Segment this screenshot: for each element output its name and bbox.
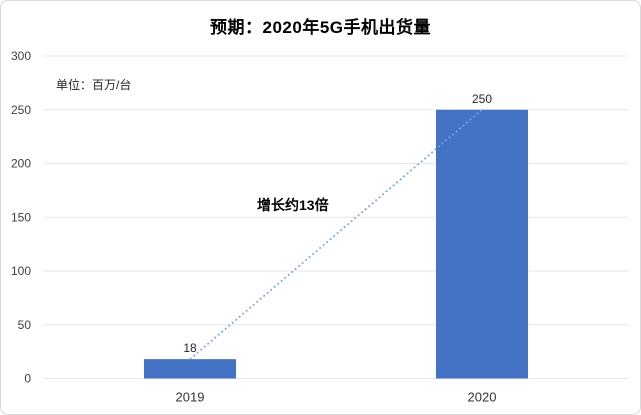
- x-tick-label-2019: 2019: [176, 390, 205, 405]
- y-tick-label: 300: [11, 49, 31, 63]
- y-tick-label: 0: [24, 372, 31, 386]
- chart-title: 预期：2020年5G手机出货量: [210, 18, 431, 37]
- y-tick-label: 50: [18, 318, 32, 332]
- y-tick-label: 250: [11, 103, 31, 117]
- y-tick-label: 150: [11, 210, 31, 224]
- y-tick-label: 100: [11, 264, 31, 278]
- data-label-2019: 18: [183, 341, 197, 355]
- growth-annotation: 增长约13倍: [257, 197, 329, 213]
- unit-label: 单位：百万/台: [56, 78, 132, 92]
- data-label-2020: 250: [472, 92, 492, 106]
- y-tick-label: 200: [11, 157, 31, 171]
- bar-2019: [144, 359, 236, 379]
- bar-2020: [436, 109, 528, 379]
- x-tick-label-2020: 2020: [468, 390, 497, 405]
